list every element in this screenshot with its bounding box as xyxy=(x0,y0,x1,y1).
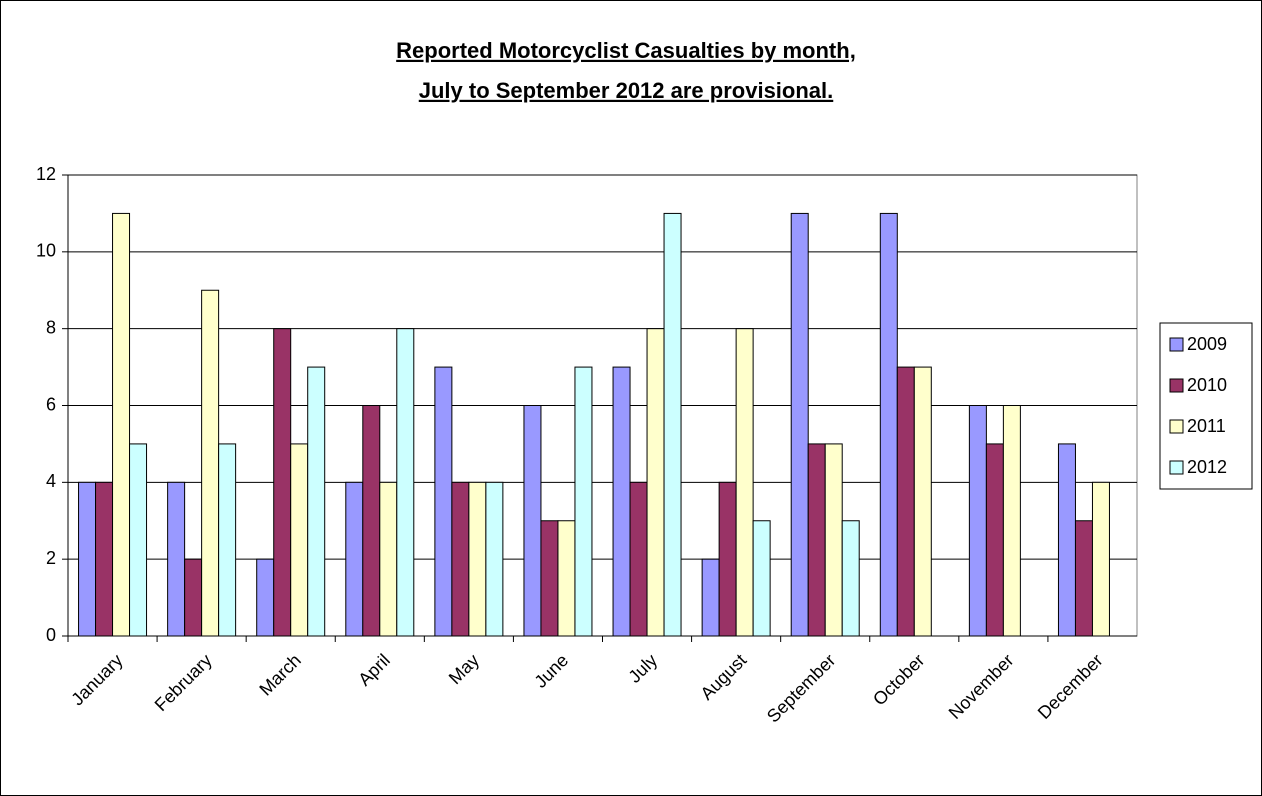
bar xyxy=(273,328,292,637)
bar xyxy=(523,405,542,637)
bar xyxy=(379,481,398,637)
y-tick-label: 12 xyxy=(36,164,56,184)
legend-label: 2012 xyxy=(1187,457,1227,477)
bar xyxy=(824,443,843,637)
bar xyxy=(879,212,898,637)
bar xyxy=(307,366,326,637)
bar xyxy=(1074,520,1093,637)
y-tick-label: 6 xyxy=(46,394,56,414)
bar xyxy=(485,481,504,637)
bar xyxy=(790,212,809,637)
bar xyxy=(112,212,131,637)
bar xyxy=(468,481,487,637)
bar xyxy=(663,212,682,637)
y-tick-label: 8 xyxy=(46,317,56,337)
bar xyxy=(540,520,559,637)
legend-swatch xyxy=(1169,419,1184,434)
bar xyxy=(201,289,220,637)
legend-swatch xyxy=(1169,337,1184,352)
bar xyxy=(167,481,186,637)
y-tick-label: 2 xyxy=(46,548,56,568)
chart-title: July to September 2012 are provisional. xyxy=(419,78,834,103)
bar xyxy=(913,366,932,637)
y-tick-label: 4 xyxy=(46,471,56,491)
legend-label: 2010 xyxy=(1187,375,1227,395)
bar xyxy=(129,443,148,637)
bar xyxy=(396,328,415,637)
bar xyxy=(218,443,237,637)
bar xyxy=(184,558,203,637)
bar xyxy=(290,443,309,637)
bar xyxy=(451,481,470,637)
bar xyxy=(1091,481,1110,637)
bar xyxy=(841,520,860,637)
bar xyxy=(434,366,453,637)
legend-swatch xyxy=(1169,460,1184,475)
bar xyxy=(985,443,1004,637)
legend-label: 2011 xyxy=(1187,416,1226,436)
bar xyxy=(95,481,114,637)
bar xyxy=(629,481,648,637)
bar xyxy=(362,405,381,637)
bar xyxy=(1002,405,1021,637)
bar xyxy=(735,328,754,637)
bar xyxy=(718,481,737,637)
legend-swatch xyxy=(1169,378,1184,393)
legend-label: 2009 xyxy=(1187,334,1227,354)
bar xyxy=(646,328,665,637)
bar xyxy=(896,366,915,637)
bar xyxy=(1057,443,1076,637)
bar xyxy=(574,366,593,637)
y-tick-label: 10 xyxy=(36,241,56,261)
bar xyxy=(345,481,364,637)
chart-title: Reported Motorcyclist Casualties by mont… xyxy=(396,38,856,63)
bar xyxy=(807,443,826,637)
bar xyxy=(557,520,576,637)
y-tick-label: 0 xyxy=(46,625,56,645)
bar xyxy=(256,558,275,637)
bar xyxy=(701,558,720,637)
bar xyxy=(78,481,97,637)
bar xyxy=(752,520,771,637)
bar xyxy=(612,366,631,637)
bar xyxy=(968,405,987,637)
